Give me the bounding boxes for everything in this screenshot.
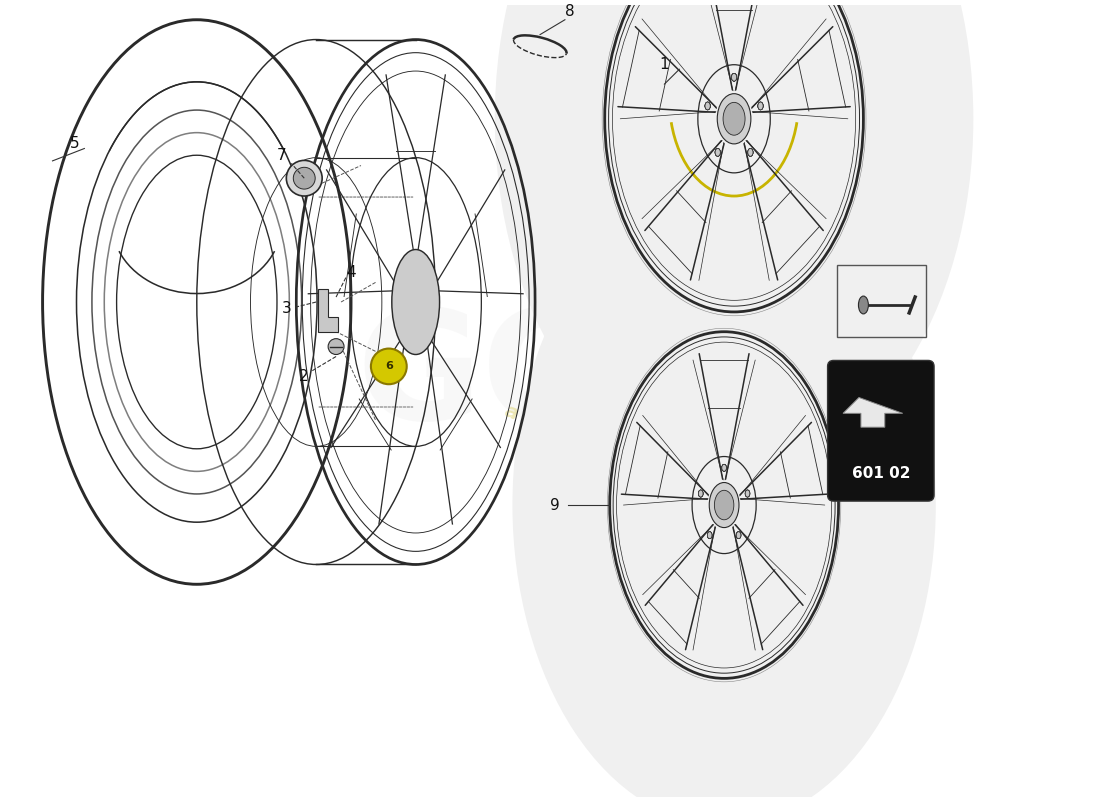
Ellipse shape xyxy=(722,464,726,471)
Ellipse shape xyxy=(705,102,711,110)
Ellipse shape xyxy=(705,102,711,110)
Ellipse shape xyxy=(705,102,711,110)
Ellipse shape xyxy=(722,464,726,471)
Ellipse shape xyxy=(758,102,763,110)
Ellipse shape xyxy=(736,532,741,538)
Ellipse shape xyxy=(858,296,868,314)
Ellipse shape xyxy=(707,532,712,538)
Text: 9: 9 xyxy=(550,498,560,513)
Ellipse shape xyxy=(722,464,726,471)
Text: 7: 7 xyxy=(276,148,286,163)
Text: GQ: GQ xyxy=(356,302,612,452)
Ellipse shape xyxy=(748,149,754,156)
Ellipse shape xyxy=(745,490,750,497)
FancyBboxPatch shape xyxy=(827,361,934,501)
Ellipse shape xyxy=(748,149,754,156)
Circle shape xyxy=(294,167,316,189)
Ellipse shape xyxy=(748,149,754,156)
Ellipse shape xyxy=(758,102,763,110)
Ellipse shape xyxy=(732,74,737,81)
Ellipse shape xyxy=(736,532,741,538)
Polygon shape xyxy=(843,398,903,427)
Ellipse shape xyxy=(722,464,726,471)
Ellipse shape xyxy=(698,490,703,497)
Ellipse shape xyxy=(722,464,726,471)
Text: 1: 1 xyxy=(660,57,669,72)
Text: a passion for parts since 1985: a passion for parts since 1985 xyxy=(502,402,817,543)
Ellipse shape xyxy=(715,149,720,156)
Ellipse shape xyxy=(710,482,739,527)
Ellipse shape xyxy=(723,102,745,135)
Ellipse shape xyxy=(732,74,737,81)
Bar xyxy=(836,266,926,337)
Text: 4: 4 xyxy=(346,265,355,280)
Ellipse shape xyxy=(698,490,703,497)
Ellipse shape xyxy=(758,102,763,110)
Ellipse shape xyxy=(714,490,734,520)
Ellipse shape xyxy=(748,149,754,156)
Ellipse shape xyxy=(745,490,750,497)
Ellipse shape xyxy=(705,102,711,110)
Ellipse shape xyxy=(745,490,750,497)
Text: 6: 6 xyxy=(385,362,393,371)
Text: 3: 3 xyxy=(282,302,292,317)
Ellipse shape xyxy=(736,532,741,538)
Circle shape xyxy=(328,338,344,354)
Ellipse shape xyxy=(513,185,936,800)
Ellipse shape xyxy=(758,102,763,110)
Text: 601 02: 601 02 xyxy=(851,466,910,481)
Ellipse shape xyxy=(698,490,703,497)
Ellipse shape xyxy=(736,532,741,538)
Ellipse shape xyxy=(707,532,712,538)
Text: 8: 8 xyxy=(565,4,574,19)
Ellipse shape xyxy=(748,149,754,156)
Ellipse shape xyxy=(707,532,712,538)
Ellipse shape xyxy=(495,0,974,476)
Ellipse shape xyxy=(707,532,712,538)
Ellipse shape xyxy=(732,74,737,81)
Ellipse shape xyxy=(717,94,751,144)
Ellipse shape xyxy=(745,490,750,497)
Ellipse shape xyxy=(745,490,750,497)
Text: 2: 2 xyxy=(298,369,308,384)
Ellipse shape xyxy=(715,149,720,156)
Polygon shape xyxy=(318,289,338,332)
Text: 6: 6 xyxy=(845,275,853,288)
Ellipse shape xyxy=(732,74,737,81)
Text: 5: 5 xyxy=(69,136,79,151)
Ellipse shape xyxy=(732,74,737,81)
Ellipse shape xyxy=(392,250,440,354)
Circle shape xyxy=(371,349,407,384)
Ellipse shape xyxy=(698,490,703,497)
Ellipse shape xyxy=(707,532,712,538)
Ellipse shape xyxy=(758,102,763,110)
Ellipse shape xyxy=(715,149,720,156)
Ellipse shape xyxy=(715,149,720,156)
Ellipse shape xyxy=(715,149,720,156)
Ellipse shape xyxy=(736,532,741,538)
Ellipse shape xyxy=(705,102,711,110)
Circle shape xyxy=(286,160,322,196)
Ellipse shape xyxy=(698,490,703,497)
